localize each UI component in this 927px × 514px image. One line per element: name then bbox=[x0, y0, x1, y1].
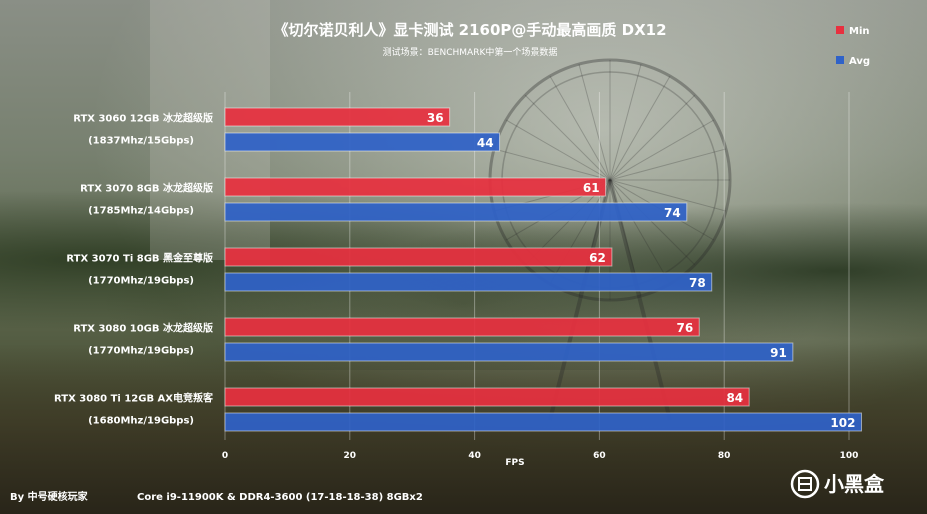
legend-label: Min bbox=[849, 26, 870, 37]
category-label: RTX 3070 8GB 冰龙超级版 bbox=[80, 182, 213, 195]
bar bbox=[224, 132, 501, 152]
wheel-spoke bbox=[549, 75, 611, 181]
bar bbox=[224, 202, 688, 222]
bar bbox=[224, 177, 607, 197]
wheel-spoke bbox=[609, 119, 715, 181]
bar bbox=[224, 342, 794, 362]
data-label: 91 bbox=[770, 346, 787, 360]
wheel-spoke bbox=[609, 179, 696, 266]
legend-swatch bbox=[836, 56, 844, 64]
wheel-spoke bbox=[578, 63, 611, 181]
legend-swatch bbox=[836, 26, 844, 34]
wheel-spoke bbox=[493, 148, 611, 181]
x-tick-label: 100 bbox=[840, 451, 859, 461]
chart-subtitle: 测试场景：BENCHMARK中第一个场景数据 bbox=[383, 46, 558, 58]
bars: 36 44 61 74 62 78 76 91 84 102 bbox=[224, 107, 862, 432]
category-label: RTX 3080 10GB 冰龙超级版 bbox=[73, 322, 213, 335]
x-axis-label: FPS bbox=[505, 458, 524, 468]
footer-system: Core i9-11900K & DDR4-3600 (17-18-18-38)… bbox=[137, 492, 423, 503]
data-label: 36 bbox=[427, 111, 444, 125]
bar bbox=[224, 272, 713, 292]
wheel-spoke bbox=[609, 75, 671, 181]
data-label: 78 bbox=[689, 276, 706, 290]
wheel-spoke bbox=[524, 94, 611, 181]
bar bbox=[224, 107, 451, 127]
bar bbox=[224, 317, 700, 337]
watermark: 小黑盒 bbox=[790, 469, 885, 499]
footer-author: By 中号硬核玩家 bbox=[10, 490, 89, 503]
category-sublabel: (1770Mhz/19Gbps) bbox=[88, 346, 194, 357]
category-label: RTX 3060 12GB 冰龙超级版 bbox=[73, 112, 213, 125]
bar bbox=[224, 247, 613, 267]
x-tick-label: 20 bbox=[344, 451, 357, 461]
data-label: 74 bbox=[664, 206, 681, 220]
wheel-spoke bbox=[609, 63, 642, 181]
data-label: 76 bbox=[677, 321, 694, 335]
data-label: 44 bbox=[477, 136, 494, 150]
wheel-spoke bbox=[505, 119, 611, 181]
data-label: 84 bbox=[726, 391, 743, 405]
legend: Min Avg bbox=[836, 26, 870, 67]
category-label: RTX 3070 Ti 8GB 黑金至尊版 bbox=[66, 252, 213, 265]
box-logo-icon bbox=[790, 469, 820, 499]
category-sublabel: (1680Mhz/19Gbps) bbox=[88, 416, 194, 427]
wheel-spoke bbox=[609, 179, 727, 212]
category-sublabel: (1785Mhz/14Gbps) bbox=[88, 206, 194, 217]
wheel-spoke bbox=[549, 179, 611, 285]
x-tick-label: 60 bbox=[593, 451, 606, 461]
x-tick-label: 0 bbox=[222, 451, 228, 461]
category-labels: RTX 3060 12GB 冰龙超级版 (1837Mhz/15Gbps) RTX 3… bbox=[54, 112, 214, 427]
wheel-spoke bbox=[609, 148, 727, 181]
wheel-spoke bbox=[609, 94, 696, 181]
data-label: 62 bbox=[589, 251, 606, 265]
category-sublabel: (1837Mhz/15Gbps) bbox=[88, 136, 194, 147]
legend-label: Avg bbox=[849, 56, 870, 67]
bar bbox=[224, 387, 750, 407]
category-sublabel: (1770Mhz/19Gbps) bbox=[88, 276, 194, 287]
x-tick-label: 40 bbox=[468, 451, 481, 461]
data-label: 61 bbox=[583, 181, 600, 195]
x-axis-ticks: 0 20 40 60 80 100 bbox=[222, 451, 859, 461]
wheel-spoke bbox=[609, 179, 671, 285]
bar bbox=[224, 412, 862, 432]
chart-title: 《切尔诺贝利人》显卡测试 2160P@手动最高画质 DX12 bbox=[273, 21, 666, 39]
category-label: RTX 3080 Ti 12GB AX电竞叛客 bbox=[54, 392, 214, 405]
x-tick-label: 80 bbox=[718, 451, 731, 461]
watermark-text: 小黑盒 bbox=[824, 472, 885, 496]
data-label: 102 bbox=[830, 416, 855, 430]
